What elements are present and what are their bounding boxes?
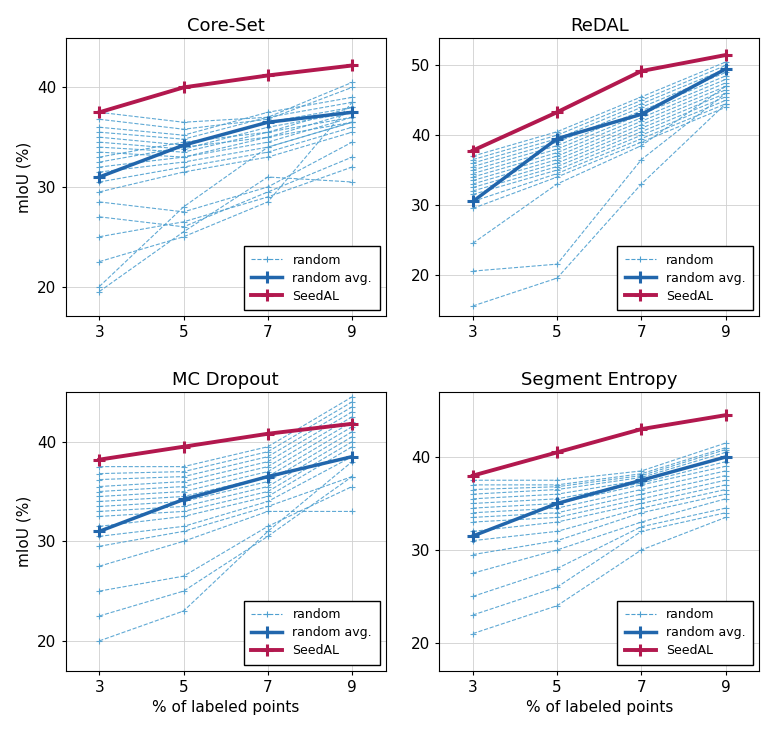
random avg. <box>468 197 477 206</box>
Line: random avg.: random avg. <box>94 107 358 182</box>
Line: SeedAL: SeedAL <box>467 50 731 156</box>
random avg. <box>721 64 730 73</box>
Legend: random, random avg., SeedAL: random, random avg., SeedAL <box>244 600 379 665</box>
SeedAL <box>348 61 357 70</box>
SeedAL <box>637 425 646 433</box>
random avg. <box>468 531 477 540</box>
X-axis label: % of labeled points: % of labeled points <box>152 701 300 715</box>
Legend: random, random avg., SeedAL: random, random avg., SeedAL <box>617 246 753 310</box>
Line: random avg.: random avg. <box>467 64 731 207</box>
SeedAL <box>263 71 272 80</box>
SeedAL <box>721 51 730 59</box>
SeedAL <box>263 430 272 438</box>
Y-axis label: mIoU (%): mIoU (%) <box>16 496 32 567</box>
random avg. <box>179 141 189 149</box>
Line: SeedAL: SeedAL <box>467 410 731 481</box>
SeedAL <box>721 411 730 419</box>
random avg. <box>637 110 646 119</box>
Legend: random, random avg., SeedAL: random, random avg., SeedAL <box>617 600 753 665</box>
random avg. <box>553 134 562 143</box>
Title: MC Dropout: MC Dropout <box>172 371 279 389</box>
SeedAL <box>637 67 646 75</box>
SeedAL <box>468 471 477 480</box>
SeedAL <box>348 419 357 428</box>
SeedAL <box>553 448 562 457</box>
SeedAL <box>179 83 189 92</box>
X-axis label: % of labeled points: % of labeled points <box>525 701 673 715</box>
random avg. <box>95 173 104 182</box>
random avg. <box>263 472 272 481</box>
random avg. <box>637 476 646 485</box>
Line: SeedAL: SeedAL <box>94 60 358 118</box>
Line: random avg.: random avg. <box>467 452 731 542</box>
random avg. <box>553 499 562 508</box>
SeedAL <box>95 455 104 464</box>
SeedAL <box>468 146 477 155</box>
SeedAL <box>95 108 104 116</box>
random avg. <box>179 495 189 504</box>
SeedAL <box>179 442 189 451</box>
random avg. <box>263 118 272 127</box>
random avg. <box>348 452 357 461</box>
Title: ReDAL: ReDAL <box>570 17 629 34</box>
SeedAL <box>553 108 562 116</box>
Y-axis label: mIoU (%): mIoU (%) <box>16 141 32 212</box>
random avg. <box>95 527 104 536</box>
random avg. <box>348 108 357 116</box>
Line: SeedAL: SeedAL <box>94 418 358 466</box>
Legend: random, random avg., SeedAL: random, random avg., SeedAL <box>244 246 379 310</box>
Title: Segment Entropy: Segment Entropy <box>521 371 677 389</box>
Line: random avg.: random avg. <box>94 451 358 537</box>
Title: Core-Set: Core-Set <box>187 17 265 34</box>
random avg. <box>721 452 730 461</box>
